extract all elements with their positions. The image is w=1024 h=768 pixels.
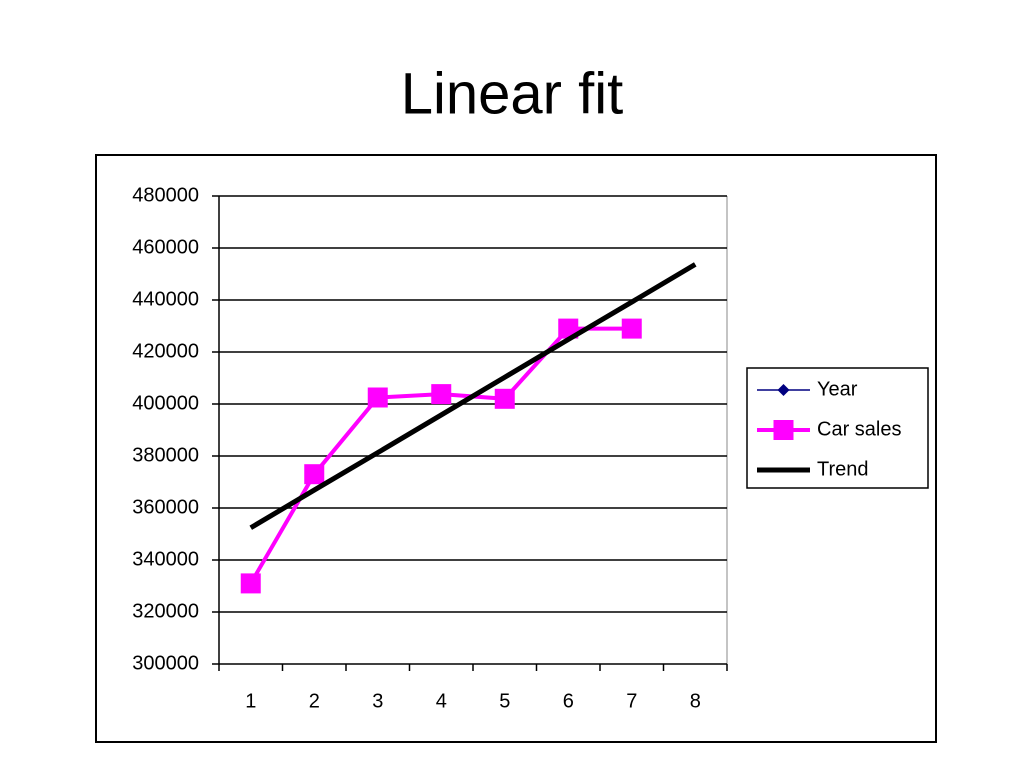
chart-title: Linear fit [401,61,623,126]
x-tick-label: 7 [626,690,637,712]
series-line [249,262,697,530]
x-tick-label: 4 [436,690,447,712]
legend-label: Car sales [817,418,901,440]
y-tick-label: 480000 [132,184,199,206]
x-tick-label: 6 [563,690,574,712]
y-tick-label: 400000 [132,392,199,414]
point [367,387,388,408]
legend-label: Trend [817,458,869,480]
legend-label: Year [817,378,858,400]
x-tick-label: 1 [245,690,256,712]
x-tick-label: 3 [372,690,383,712]
x-tick-label: 2 [309,690,320,712]
y-tick-label: 300000 [132,652,199,674]
point [431,384,452,405]
legend-marker [777,384,790,396]
y-tick-label: 340000 [132,548,199,570]
y-tick-label: 440000 [132,288,199,310]
y-tick-label: 380000 [132,444,199,466]
chart-frame [95,154,937,743]
point [240,573,261,594]
x-tick-label: 8 [690,690,701,712]
point [621,318,642,339]
x-tick-label: 5 [499,690,510,712]
point [494,388,515,409]
legend-marker [773,420,794,440]
y-tick-label: 320000 [132,600,199,622]
y-tick-label: 460000 [132,236,199,258]
point [558,318,579,339]
point [304,464,325,485]
y-tick-label: 360000 [132,496,199,518]
y-tick-label: 420000 [132,340,199,362]
